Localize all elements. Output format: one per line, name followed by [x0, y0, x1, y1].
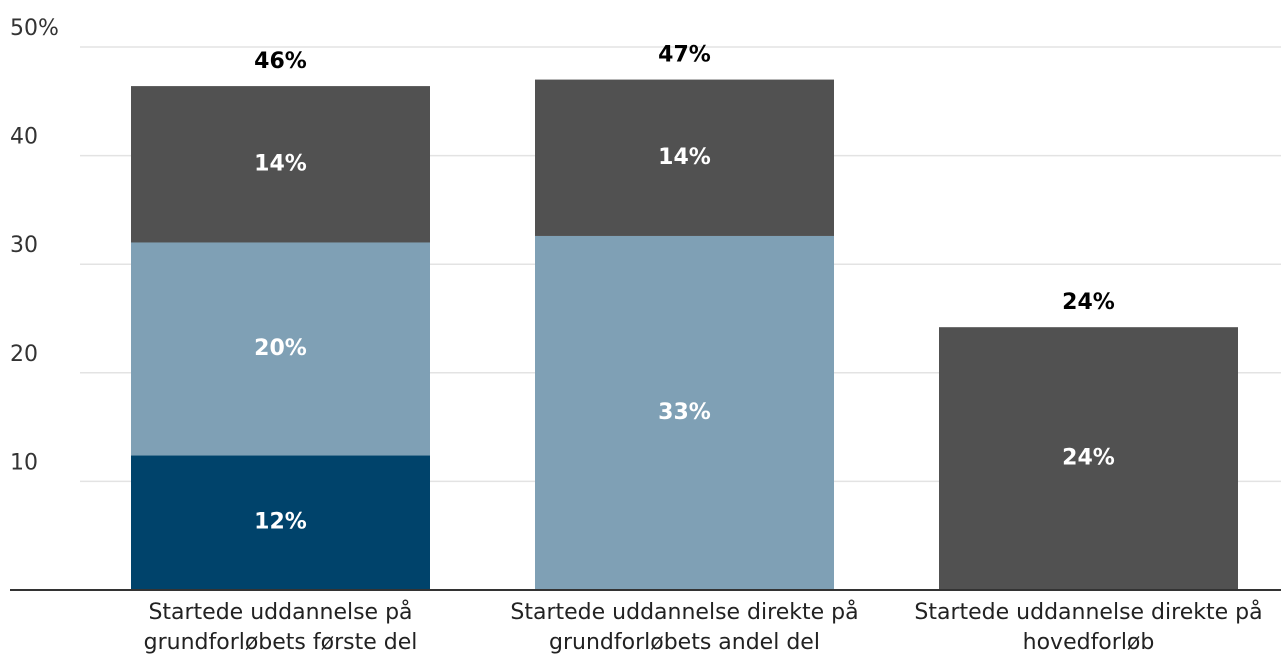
total-label: 47% [658, 43, 711, 68]
bar-segment [131, 242, 430, 456]
y-tick-label: 50% [10, 16, 59, 41]
y-tick-label: 20 [10, 342, 38, 367]
data-label: 20% [254, 336, 307, 361]
bar-segment [535, 235, 834, 591]
y-tick-label: 30 [10, 233, 38, 258]
data-label: 24% [1062, 446, 1115, 471]
data-label: 14% [658, 145, 711, 170]
data-label: 14% [254, 151, 307, 176]
y-tick-label: 10 [10, 450, 38, 475]
data-label: 33% [658, 400, 711, 425]
x-tick-label: Startede uddannelse direkte på grundforl… [510, 600, 859, 655]
data-label: 12% [254, 510, 307, 535]
x-tick-label: Startede uddannelse på grundforløbets fø… [143, 600, 418, 655]
y-tick-label: 40 [10, 125, 38, 150]
bar-segment [131, 455, 430, 590]
bar-segment [939, 327, 1238, 590]
x-tick-label: Startede uddannelse direkte på hovedforl… [914, 600, 1263, 655]
total-label: 46% [254, 49, 307, 74]
bar-segment [535, 79, 834, 236]
bar-segment [131, 86, 430, 243]
total-label: 24% [1062, 290, 1115, 315]
